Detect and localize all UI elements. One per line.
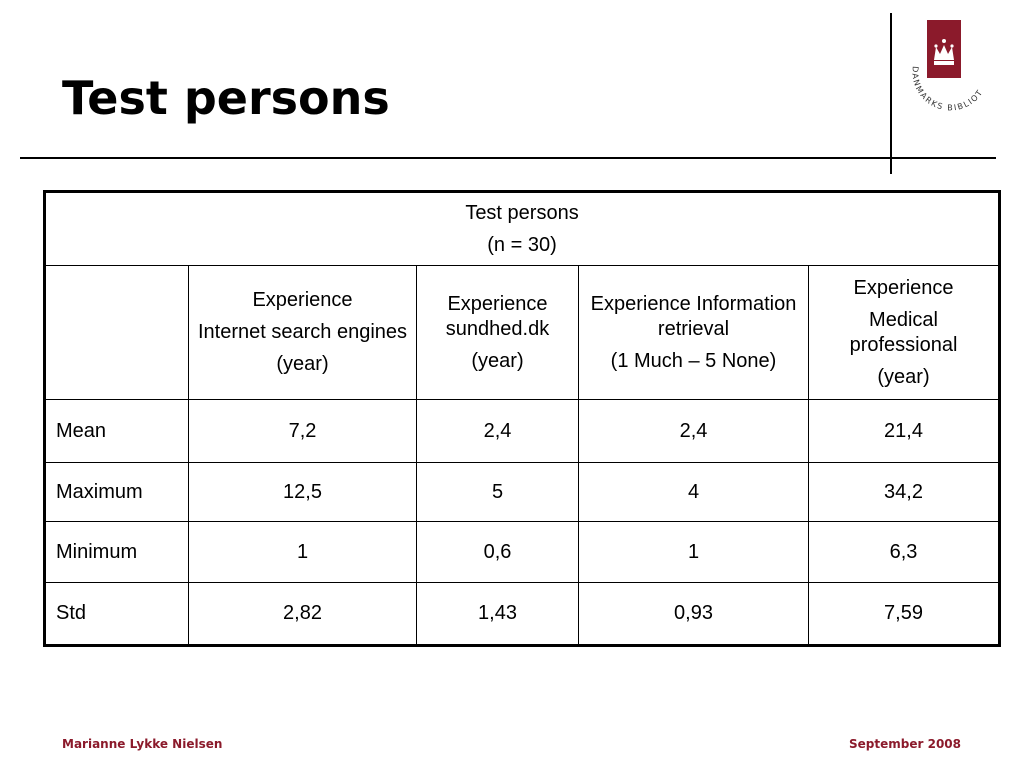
test-persons-table: Test persons (n = 30) Experience Interne… [43, 190, 1002, 647]
table-cell: 6,3 [807, 521, 1001, 583]
slide-title: Test persons [62, 71, 390, 125]
footer-author: Marianne Lykke Nielsen [62, 737, 223, 751]
table-cell: 1,43 [416, 582, 579, 646]
table-row: Maximum 12,5 5 4 34,2 [44, 462, 1001, 522]
table-cell: 34,2 [807, 462, 1001, 522]
crown-icon [934, 39, 954, 65]
header-line: (year) [877, 365, 930, 388]
table-cell: 0,93 [578, 582, 809, 646]
row-label: Maximum [44, 462, 189, 522]
header-internet-search: Experience Internet search engines (year… [188, 265, 417, 400]
table-cell: 12,5 [188, 462, 417, 522]
table-cell: 0,6 [416, 521, 579, 583]
table-row: Minimum 1 0,6 1 6,3 [44, 521, 1001, 583]
table-row: Mean 7,2 2,4 2,4 21,4 [44, 399, 1001, 463]
header-sundhed: Experience sundhed.dk (year) [416, 265, 579, 400]
table-caption-row: Test persons (n = 30) [43, 191, 1001, 266]
row-label: Mean [44, 399, 189, 463]
table-cell: 2,4 [416, 399, 579, 463]
logo-divider [890, 13, 892, 174]
header-line: Internet search engines [197, 321, 408, 343]
table-cell: 4 [578, 462, 809, 522]
table-cell: 7,2 [188, 399, 417, 463]
danmarks-biblioteksskole-logo: DANMARKS BIBLIOTEKSSKOLE [897, 14, 983, 112]
header-line: Experience [853, 276, 954, 299]
row-label: Std [44, 582, 189, 646]
table-cell: 1 [188, 521, 417, 583]
table-caption-title: Test persons [465, 201, 579, 224]
header-information-retrieval: Experience Information retrieval (1 Much… [578, 265, 809, 400]
header-line: Experience [252, 289, 353, 311]
header-line: (1 Much – 5 None) [610, 349, 777, 372]
header-medical-professional: Experience Medical professional (year) [807, 265, 1001, 400]
table-header-row: Experience Internet search engines (year… [44, 265, 1001, 400]
table-cell: 2,82 [188, 582, 417, 646]
header-line: Experience Information retrieval [590, 292, 797, 340]
table-cell: 2,4 [578, 399, 809, 463]
title-rule [20, 157, 996, 159]
header-line: (year) [471, 349, 524, 372]
header-line: (year) [276, 353, 329, 375]
table-cell: 5 [416, 462, 579, 522]
header-line: Experience sundhed.dk [445, 292, 550, 340]
table-cell: 1 [578, 521, 809, 583]
table-cell: 7,59 [807, 582, 1001, 646]
footer-date: September 2008 [849, 737, 961, 751]
header-line: Medical professional [849, 308, 958, 356]
header-empty-cell [44, 265, 189, 400]
table-caption-cell: Test persons (n = 30) [43, 191, 1001, 266]
table-caption-n: (n = 30) [487, 233, 557, 256]
table-row: Std 2,82 1,43 0,93 7,59 [44, 582, 1001, 646]
table-cell: 21,4 [807, 399, 1001, 463]
row-label: Minimum [44, 521, 189, 583]
